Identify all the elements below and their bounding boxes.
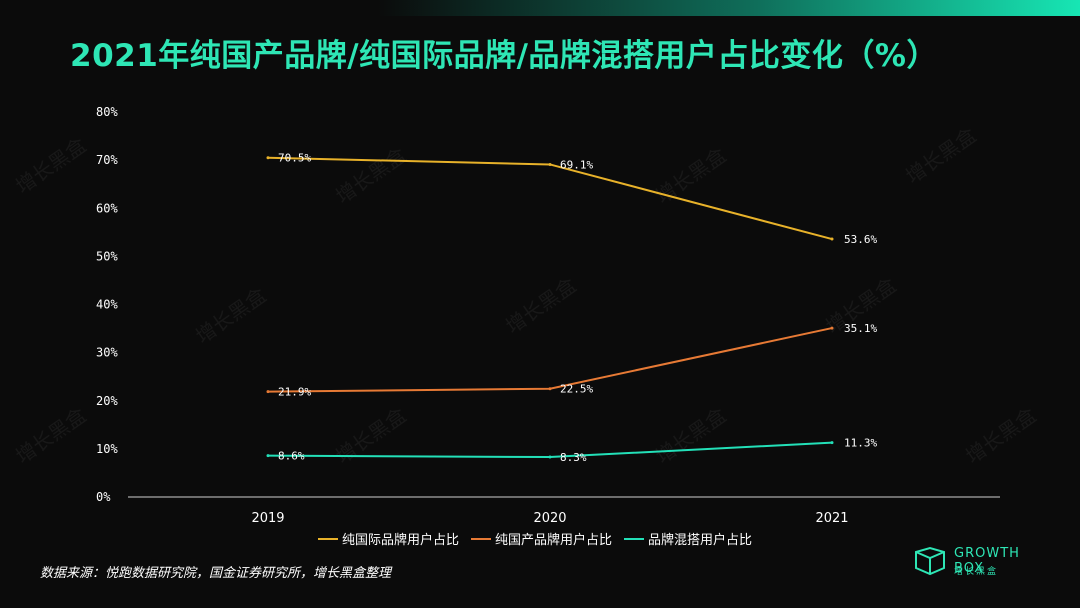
- data-label: 35.1%: [844, 322, 877, 335]
- data-point: [266, 390, 270, 394]
- y-tick-label: 40%: [96, 298, 118, 312]
- y-tick-label: 20%: [96, 394, 118, 408]
- data-point: [548, 387, 552, 391]
- data-point: [830, 326, 834, 330]
- data-label: 53.6%: [844, 233, 877, 246]
- y-tick-label: 0%: [96, 490, 111, 504]
- y-tick-label: 50%: [96, 249, 118, 263]
- x-tick-label: 2021: [815, 511, 848, 526]
- data-label: 70.5%: [278, 152, 311, 165]
- data-point: [830, 441, 834, 445]
- data-label: 69.1%: [560, 158, 593, 171]
- legend-label: 纯国产品牌用户占比: [495, 532, 612, 548]
- legend-label: 品牌混搭用户占比: [648, 532, 752, 548]
- cube-logo-icon: [915, 546, 945, 576]
- data-point: [266, 454, 270, 458]
- series-line: [267, 327, 833, 393]
- top-gradient-bar: [0, 0, 1080, 16]
- y-tick-label: 30%: [96, 346, 118, 360]
- data-point: [830, 237, 834, 241]
- y-tick-label: 60%: [96, 201, 118, 215]
- series-line: [267, 441, 833, 459]
- source-note: 数据来源：悦跑数据研究院，国金证券研究所，增长黑盒整理: [40, 566, 392, 581]
- data-point: [266, 156, 270, 160]
- data-label: 21.9%: [278, 386, 311, 399]
- legend-label: 纯国际品牌用户占比: [342, 532, 459, 548]
- y-tick-label: 10%: [96, 442, 118, 456]
- data-label: 8.3%: [560, 451, 587, 464]
- data-point: [548, 162, 552, 166]
- data-label: 22.5%: [560, 383, 593, 396]
- series-line: [267, 156, 833, 241]
- x-tick-label: 2019: [251, 511, 284, 526]
- y-tick-label: 80%: [96, 105, 118, 119]
- x-tick-label: 2020: [533, 511, 566, 526]
- data-label: 8.6%: [278, 450, 305, 463]
- data-label: 11.3%: [844, 437, 877, 450]
- brand-logo: GROWTH BOX 增长黑盒: [912, 546, 1052, 580]
- y-tick-label: 70%: [96, 153, 118, 167]
- data-point: [548, 455, 552, 459]
- page-title: 2021年纯国产品牌/纯国际品牌/品牌混搭用户占比变化（%）: [70, 38, 938, 74]
- logo-subtitle: 增长黑盒: [954, 567, 999, 577]
- logo-name: GROWTH BOX: [954, 546, 1020, 576]
